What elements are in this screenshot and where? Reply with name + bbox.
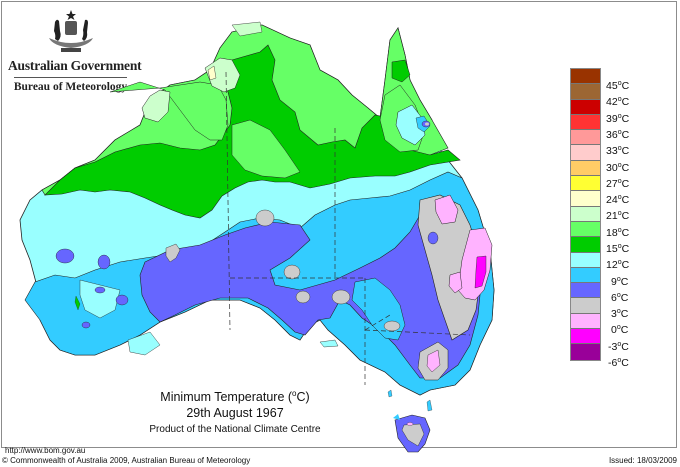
legend-label: 9oC <box>611 276 629 288</box>
legend-swatch <box>571 267 600 284</box>
legend-swatch <box>571 114 600 131</box>
legend-label: 39oC <box>606 113 630 125</box>
legend-label: 33oC <box>606 145 630 157</box>
legend-swatch <box>571 84 600 100</box>
legend-swatch <box>571 160 600 177</box>
map-title: Minimum Temperature (oC) <box>160 389 310 405</box>
legend-swatch <box>571 176 600 192</box>
bom-url-link[interactable]: http://www.bom.gov.au <box>5 446 86 455</box>
copyright-notice: © Commonwealth of Australia 2009, Austra… <box>2 456 251 465</box>
legend-swatch <box>571 329 600 345</box>
legend-swatch <box>571 99 600 115</box>
government-name: Australian Government <box>8 58 142 73</box>
legend-label: 36oC <box>606 129 630 141</box>
legend-label: -3oC <box>608 341 629 353</box>
legend-swatch <box>571 221 600 238</box>
legend-swatch <box>571 145 600 161</box>
state-borders <box>225 71 471 385</box>
coat-of-arms-icon <box>48 10 93 52</box>
legend-swatch <box>571 313 600 330</box>
legend-label: 45oC <box>606 80 630 92</box>
legend-swatch <box>571 283 600 299</box>
legend-label: 27oC <box>606 178 630 190</box>
legend-swatch <box>571 69 600 85</box>
temperature-legend <box>570 68 601 361</box>
legend-label: 3oC <box>611 308 629 320</box>
legend-swatch <box>571 298 600 314</box>
logo-divider <box>14 77 127 78</box>
bom-logo: Australian Government Bureau of Meteorol… <box>8 8 142 98</box>
legend-label: 30oC <box>606 162 630 174</box>
map-date: 29th August 1967 <box>186 406 284 420</box>
legend-label: 42oC <box>606 96 630 108</box>
legend-swatch <box>571 344 600 360</box>
legend-label: 12oC <box>606 259 630 271</box>
legend-label: 18oC <box>606 227 630 239</box>
legend-swatch <box>571 206 600 222</box>
legend-swatch <box>571 191 600 207</box>
legend-swatch <box>571 130 600 146</box>
legend-label: 24oC <box>606 194 630 206</box>
legend-label: 6oC <box>611 292 629 304</box>
map-product: Product of the National Climate Centre <box>149 424 321 435</box>
issued-date: Issued: 18/03/2009 <box>608 456 677 465</box>
bureau-name: Bureau of Meteorology <box>13 81 128 93</box>
legend-label: -6oC <box>608 357 629 369</box>
legend-label: 21oC <box>606 210 630 222</box>
legend-label: 15oC <box>606 243 630 255</box>
legend-label: 0oC <box>611 324 629 336</box>
legend-swatch <box>571 252 600 268</box>
legend-swatch <box>571 237 600 253</box>
